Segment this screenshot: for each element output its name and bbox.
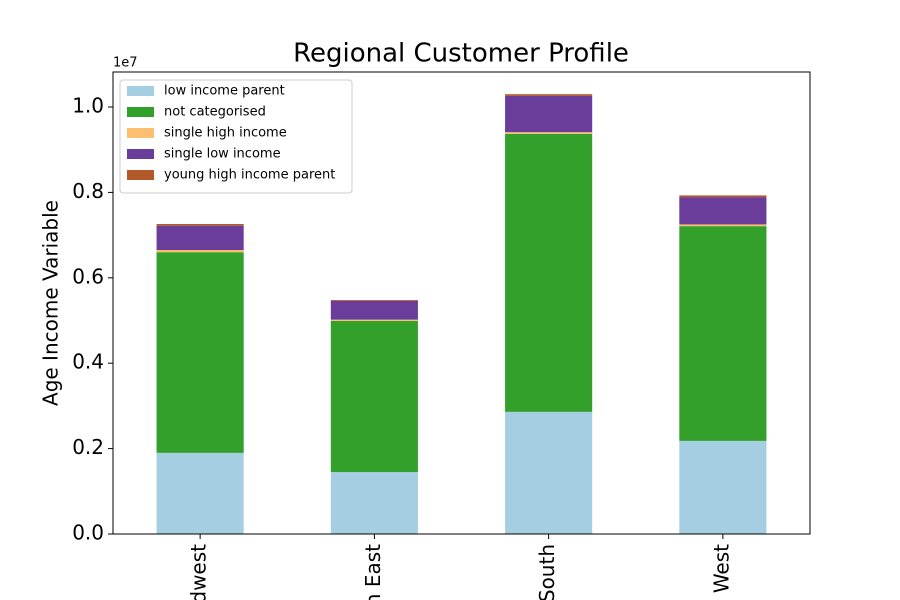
- legend-label: single high income: [164, 126, 287, 141]
- bar-segment: [330, 319, 418, 321]
- legend-label: low income parent: [164, 84, 285, 99]
- bar-segment: [156, 252, 244, 453]
- bar-segment: [679, 226, 767, 441]
- offset-label: 1e7: [113, 56, 138, 71]
- legend-swatch: [127, 149, 154, 159]
- plot-frame: [112, 71, 811, 535]
- bar-segment: [330, 320, 418, 473]
- x-tick-label: dwest: [187, 544, 211, 600]
- bar-segment: [679, 195, 767, 198]
- chart-title: Regional Customer Profile: [293, 39, 629, 69]
- bar-segment: [330, 300, 418, 320]
- x-tick-label: West: [709, 544, 733, 593]
- y-tick-label: 0.2: [72, 435, 104, 459]
- legend-swatch: [127, 86, 154, 96]
- bar-segment: [679, 224, 767, 227]
- legend-label: young high income parent: [164, 168, 335, 183]
- y-tick-label: 0.6: [72, 264, 104, 288]
- y-tick-label: 1.0: [72, 94, 104, 118]
- bar-segment: [505, 132, 593, 134]
- legend-label: not categorised: [164, 105, 266, 120]
- x-tick-label: n East: [361, 544, 385, 600]
- y-tick-label: 0.0: [72, 521, 104, 545]
- y-axis-label: Age Income Variable: [39, 200, 63, 406]
- bar-segment: [330, 300, 418, 301]
- bar-segment: [505, 411, 593, 534]
- bar-segment: [505, 94, 593, 96]
- y-tick-label: 0.8: [72, 179, 104, 203]
- bar-segment: [505, 133, 593, 412]
- x-tick-label: South: [535, 544, 559, 600]
- bar-segment: [330, 472, 418, 534]
- bar-segment: [156, 224, 244, 226]
- legend-swatch: [127, 170, 154, 180]
- bar-segment: [156, 452, 244, 534]
- bar-segment: [679, 197, 767, 225]
- bar-segment: [505, 95, 593, 133]
- legend-box: [119, 79, 353, 194]
- legend-swatch: [127, 107, 154, 117]
- legend-swatch: [127, 128, 154, 138]
- bar-segment: [156, 250, 244, 253]
- bar-segment: [156, 225, 244, 251]
- bar-segment: [679, 440, 767, 534]
- legend-label: single low income: [164, 147, 281, 162]
- y-tick-label: 0.4: [72, 350, 104, 374]
